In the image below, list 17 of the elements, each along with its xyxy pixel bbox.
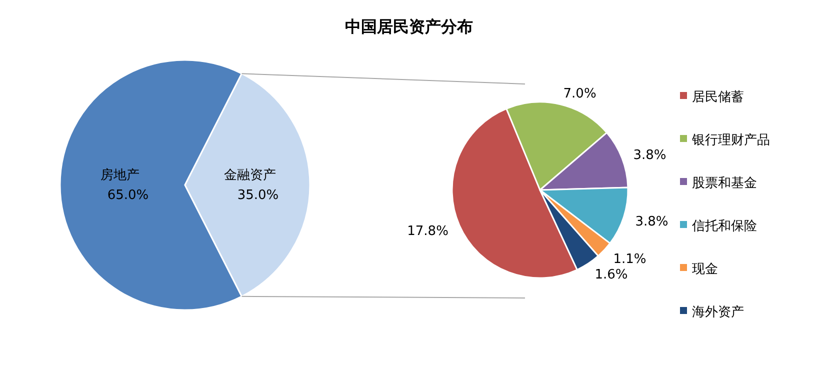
text: 中国居民资产分布 [345, 17, 473, 36]
legend-label: 现金 [692, 262, 718, 277]
legend-label: 海外资产 [692, 305, 744, 320]
slice-label: 金融资产 [224, 168, 276, 183]
legend-label: 信托和保险 [692, 219, 757, 234]
data-label: 1.1% [613, 252, 646, 268]
data-label: 17.8% [407, 224, 448, 240]
legend-label: 银行理财产品 [691, 133, 770, 148]
data-label: 3.8% [633, 148, 666, 163]
data-label: 1.6% [594, 268, 628, 283]
slice-label: 房地产 [100, 167, 140, 183]
data-label: 65.0% [107, 188, 149, 203]
data-label: 35.0% [237, 188, 279, 203]
legend-label: 居民储蓄 [692, 90, 744, 105]
data-label: 3.8% [635, 214, 668, 230]
data-label: 7.0% [563, 86, 596, 102]
legend-label: 股票和基金 [692, 176, 757, 191]
